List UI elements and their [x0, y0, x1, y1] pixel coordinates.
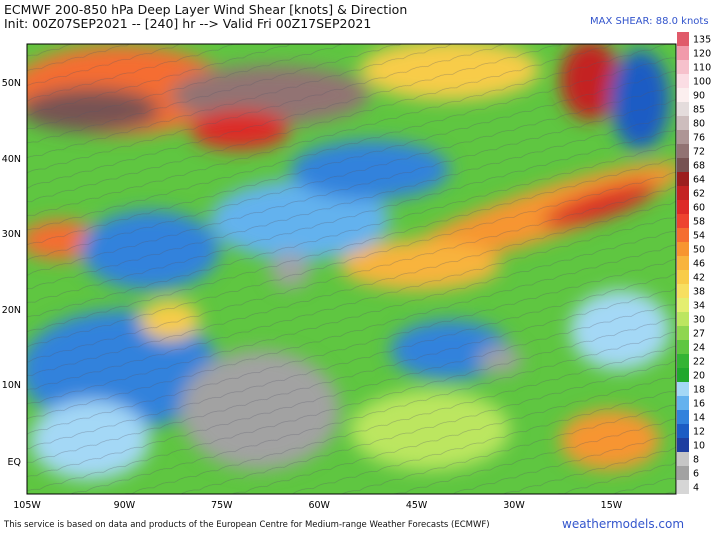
lat-label: 30N [2, 229, 21, 240]
colorbar-label: 64 [693, 175, 705, 186]
colorbar-cell [677, 172, 689, 186]
colorbar-cell [677, 228, 689, 242]
colorbar-label: 14 [693, 413, 705, 424]
colorbar-cell [677, 410, 689, 424]
colorbar-cell [677, 340, 689, 354]
colorbar-cell [677, 438, 689, 452]
colorbar-cell [677, 214, 689, 228]
colorbar-cell [677, 130, 689, 144]
colorbar-label: 100 [693, 77, 711, 88]
colorbar-cell [677, 60, 689, 74]
colorbar-cell [677, 270, 689, 284]
lon-label: 75W [211, 500, 233, 511]
colorbar-cell [677, 32, 689, 46]
colorbar-label: 76 [693, 133, 705, 144]
lon-label: 30W [503, 500, 525, 511]
colorbar-label: 85 [693, 105, 705, 116]
colorbar-label: 60 [693, 203, 705, 214]
lat-label: 20N [2, 305, 21, 316]
lat-label: 40N [2, 154, 21, 165]
colorbar-cell [677, 242, 689, 256]
colorbar-label: 20 [693, 371, 705, 382]
colorbar-cell [677, 312, 689, 326]
colorbar-label: 58 [693, 217, 705, 228]
colorbar-label: 6 [693, 469, 699, 480]
colorbar-label: 110 [693, 63, 711, 74]
colorbar-label: 72 [693, 147, 705, 158]
colorbar-cell [677, 452, 689, 466]
init-line: Init: 00Z07SEP2021 -- [240] hr --> Valid… [4, 16, 372, 31]
colorbar-cell [677, 480, 689, 494]
colorbar-label: 135 [693, 35, 711, 46]
colorbar-label: 16 [693, 399, 705, 410]
colorbar-cell [677, 466, 689, 480]
colorbar-cell [677, 144, 689, 158]
colorbar-label: 62 [693, 189, 705, 200]
lon-label: 15W [601, 500, 623, 511]
colorbar-cell [677, 396, 689, 410]
colorbar-label: 38 [693, 287, 705, 298]
colorbar-cell [677, 298, 689, 312]
disclaimer: This service is based on data and produc… [4, 520, 490, 530]
colorbar-label: 18 [693, 385, 705, 396]
lat-label: 50N [2, 78, 21, 89]
lon-label: 60W [308, 500, 330, 511]
colorbar-label: 80 [693, 119, 705, 130]
colorbar-label: 50 [693, 245, 705, 256]
shear-field [27, 44, 676, 494]
colorbar-cell [677, 256, 689, 270]
lat-label: EQ [8, 457, 21, 468]
colorbar-cell [677, 186, 689, 200]
colorbar-cell [677, 74, 689, 88]
brand: weathermodels.com [562, 517, 685, 531]
colorbar-label: 34 [693, 301, 705, 312]
colorbar-label: 120 [693, 49, 711, 60]
colorbar-label: 22 [693, 357, 705, 368]
lon-label: 105W [13, 500, 41, 511]
colorbar-label: 10 [693, 441, 705, 452]
colorbar-label: 42 [693, 273, 705, 284]
colorbar-label: 46 [693, 259, 705, 270]
colorbar-label: 30 [693, 315, 705, 326]
colorbar-cell [677, 284, 689, 298]
lat-label: 10N [2, 380, 21, 391]
lon-label: 90W [114, 500, 136, 511]
colorbar-cell [677, 326, 689, 340]
colorbar-label: 12 [693, 427, 705, 438]
colorbar-cell [677, 200, 689, 214]
title: ECMWF 200-850 hPa Deep Layer Wind Shear … [4, 2, 408, 17]
colorbar-cell [677, 382, 689, 396]
colorbar-cell [677, 102, 689, 116]
colorbar-label: 24 [693, 343, 705, 354]
colorbar-label: 90 [693, 91, 705, 102]
colorbar-label: 8 [693, 455, 699, 466]
lon-label: 45W [406, 500, 428, 511]
max-shear: MAX SHEAR: 88.0 knots [590, 16, 709, 27]
colorbar-cell [677, 88, 689, 102]
colorbar-cell [677, 116, 689, 130]
colorbar-cell [677, 46, 689, 60]
colorbar-label: 68 [693, 161, 705, 172]
colorbar-label: 54 [693, 231, 705, 242]
colorbar-cell [677, 368, 689, 382]
colorbar-cell [677, 354, 689, 368]
map-frame [26, 43, 677, 495]
colorbar-label: 27 [693, 329, 705, 340]
colorbar-cell [677, 424, 689, 438]
colorbar-cell [677, 158, 689, 172]
colorbar-label: 4 [693, 483, 699, 494]
